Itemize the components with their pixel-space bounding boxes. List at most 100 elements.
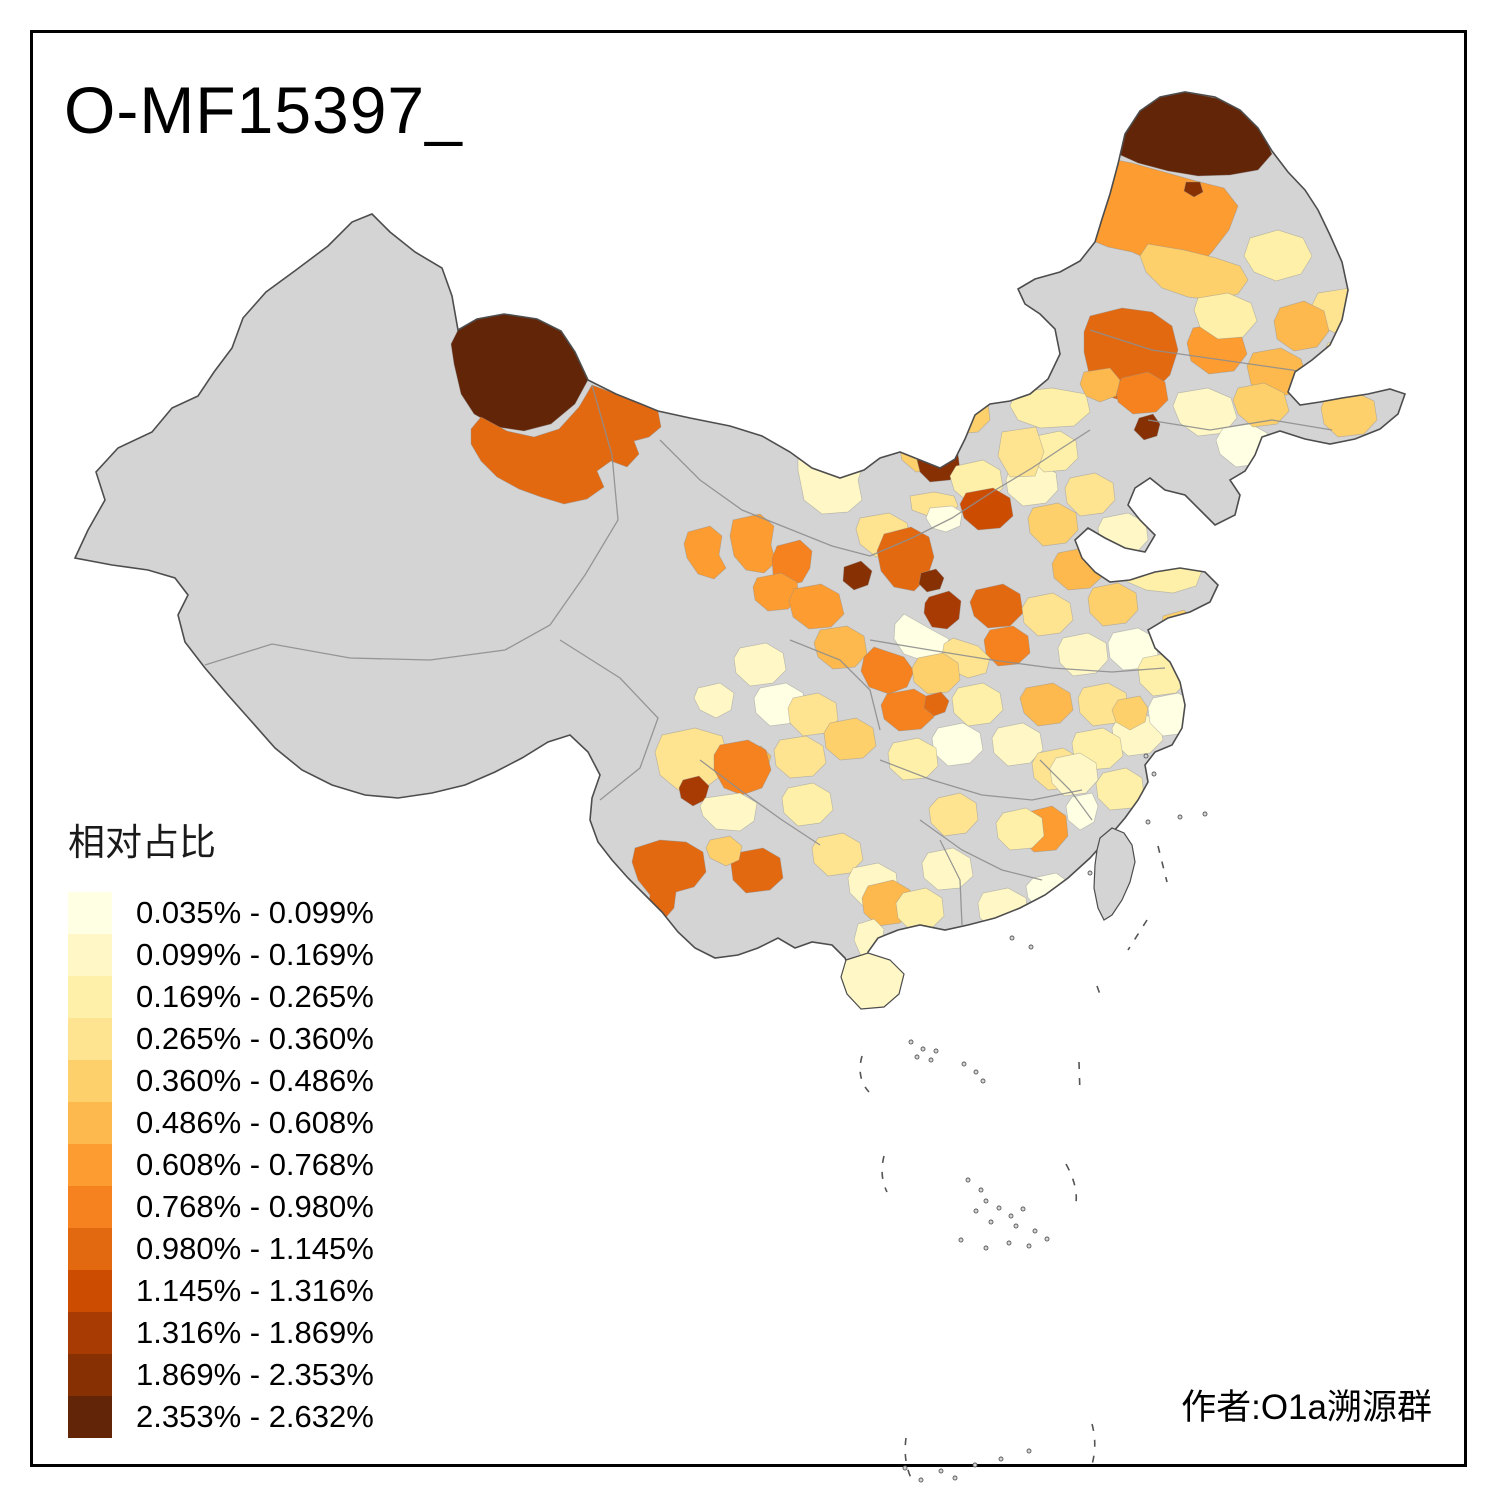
map-region-level-2 xyxy=(693,682,735,719)
small-island xyxy=(1044,1236,1050,1242)
province-border xyxy=(919,819,1043,881)
figure-frame xyxy=(30,30,1467,1467)
legend-label: 0.608% - 0.768% xyxy=(136,1147,374,1182)
legend-swatch xyxy=(68,1270,112,1312)
legend-row: 2.353% - 2.632% xyxy=(68,1396,374,1438)
legend-label: 0.360% - 0.486% xyxy=(136,1063,374,1098)
map-region-level-5 xyxy=(705,835,743,867)
sea-dash-line xyxy=(1078,1061,1081,1095)
legend-row: 0.035% - 0.099% xyxy=(68,892,374,934)
sea-dash-line xyxy=(859,1055,870,1093)
legend-swatch xyxy=(68,934,112,976)
legend-label: 0.035% - 0.099% xyxy=(136,895,374,930)
legend-label: 0.169% - 0.265% xyxy=(136,979,374,1014)
legend: 相对占比 0.035% - 0.099% 0.099% - 0.169% 0.169… xyxy=(68,812,374,1438)
province-border xyxy=(504,384,619,651)
small-island xyxy=(1145,819,1151,825)
sea-dash-line xyxy=(1096,985,1103,1001)
map-region-level-11 xyxy=(678,775,710,807)
legend-swatch xyxy=(68,1144,112,1186)
legend-swatch xyxy=(68,1228,112,1270)
map-region-level-9 xyxy=(923,691,950,717)
map-region-level-2 xyxy=(733,642,787,687)
map-region-level-5 xyxy=(911,652,961,695)
legend-row: 0.265% - 0.360% xyxy=(68,1018,374,1060)
small-island xyxy=(973,1069,979,1075)
page-title: O-MF15397_ xyxy=(64,73,463,147)
small-island xyxy=(988,1219,994,1225)
legend-swatch xyxy=(68,1102,112,1144)
map-region-level-10 xyxy=(959,487,1014,531)
legend-label: 0.768% - 0.980% xyxy=(136,1189,374,1224)
map-region-level-4 xyxy=(997,426,1045,478)
map-region-level-1 xyxy=(1065,792,1099,831)
small-island xyxy=(1006,1240,1012,1246)
legend-swatch xyxy=(68,892,112,934)
province-border xyxy=(204,643,506,666)
legend-row: 0.360% - 0.486% xyxy=(68,1060,374,1102)
map-region-level-7 xyxy=(901,393,975,443)
sea-dash-line xyxy=(1065,1163,1078,1203)
map-region-level-4 xyxy=(1064,472,1116,517)
map-region-level-9 xyxy=(470,384,662,505)
small-island xyxy=(965,1177,971,1183)
small-island xyxy=(983,1198,989,1204)
map-region-level-12 xyxy=(918,568,945,593)
legend-swatch xyxy=(68,1186,112,1228)
map-region-level-6 xyxy=(1019,682,1074,727)
province-border xyxy=(869,639,1166,673)
map-region-level-11 xyxy=(923,590,962,630)
legend-label: 0.265% - 0.360% xyxy=(136,1021,374,1056)
legend-label: 1.869% - 2.353% xyxy=(136,1357,374,1392)
small-island xyxy=(1020,1206,1026,1212)
map-region-level-5 xyxy=(823,717,877,761)
small-island xyxy=(1087,870,1093,876)
china-regions-group xyxy=(204,92,1405,967)
map-region-level-3 xyxy=(1009,387,1091,429)
legend-row: 0.608% - 0.768% xyxy=(68,1144,374,1186)
map-region-level-6 xyxy=(1273,300,1330,352)
small-island xyxy=(1026,1448,1032,1454)
map-region-level-4 xyxy=(811,832,864,877)
province-border xyxy=(869,429,1091,557)
province-border xyxy=(939,839,963,926)
china-outline xyxy=(73,91,1407,987)
map-region-level-8 xyxy=(880,688,935,732)
province-border xyxy=(659,439,871,557)
map-region-level-9 xyxy=(730,847,784,894)
map-region-level-4 xyxy=(928,792,979,837)
legend-title: 相对占比 xyxy=(68,822,216,863)
map-region-level-4 xyxy=(1320,337,1391,391)
small-island xyxy=(998,1456,1004,1462)
small-island xyxy=(938,1468,944,1474)
small-island xyxy=(918,1477,924,1483)
legend-row: 0.768% - 0.980% xyxy=(68,1186,374,1228)
small-island xyxy=(961,1061,967,1067)
legend-swatch xyxy=(68,1312,112,1354)
legend-row: 1.145% - 1.316% xyxy=(68,1270,374,1312)
small-island xyxy=(983,1245,989,1251)
sea-dash-line xyxy=(1157,845,1168,883)
map-region-level-3 xyxy=(781,782,834,827)
province-border xyxy=(879,759,1083,801)
map-region-level-1 xyxy=(931,722,984,767)
legend-label: 1.316% - 1.869% xyxy=(136,1315,374,1350)
small-island xyxy=(908,1039,914,1045)
map-region-level-7 xyxy=(788,583,845,630)
map-region-level-9 xyxy=(969,583,1024,629)
province-border xyxy=(789,639,881,731)
small-island xyxy=(1202,811,1208,817)
legend-swatch xyxy=(68,1396,112,1438)
small-island xyxy=(933,1048,939,1054)
small-island xyxy=(958,1237,964,1243)
map-region-level-5 xyxy=(1027,502,1079,547)
small-island xyxy=(978,1187,984,1193)
small-island xyxy=(914,1054,920,1060)
sea-dash-line xyxy=(1127,919,1148,951)
small-island xyxy=(928,1057,934,1063)
legend-swatch xyxy=(68,1018,112,1060)
map-region-level-2 xyxy=(1057,632,1109,677)
sea-dash-line xyxy=(1090,1423,1096,1469)
